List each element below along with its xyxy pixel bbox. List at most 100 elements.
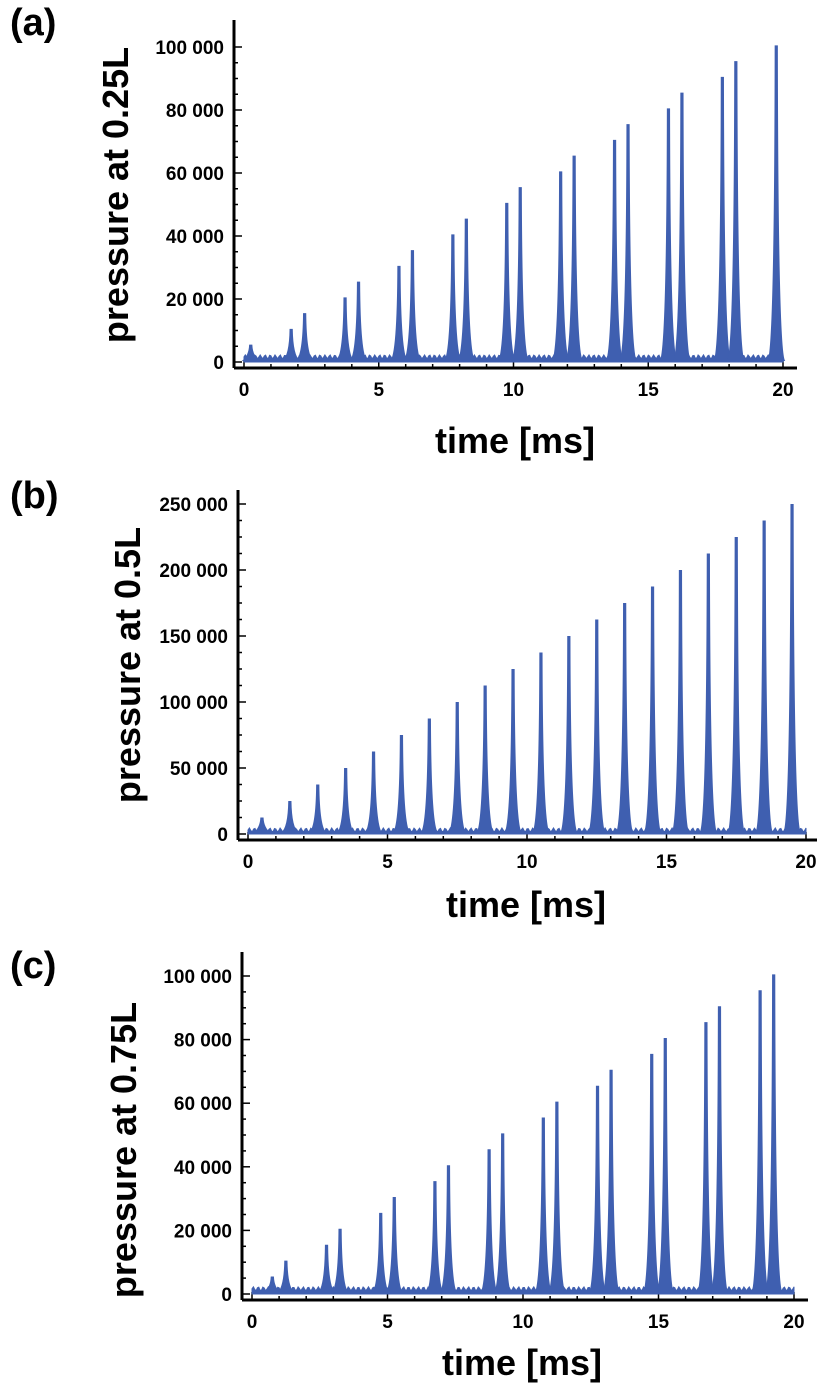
y-tick-label: 100 000: [163, 967, 232, 988]
series-peak: [425, 1181, 444, 1293]
panel-label-a: (a): [10, 2, 56, 44]
series-peak: [551, 171, 570, 361]
series-peak: [588, 1085, 607, 1293]
series-peak: [276, 1260, 295, 1293]
panel-label-b: (b): [10, 475, 59, 517]
series-peak: [443, 234, 462, 361]
series-peak: [783, 504, 802, 833]
series-peak: [364, 751, 383, 833]
series-peak: [755, 520, 774, 833]
series-peak: [713, 76, 732, 362]
x-tick-label: 20: [795, 852, 816, 873]
x-tick-label: 5: [382, 1312, 393, 1333]
series-peak: [565, 155, 584, 361]
series-peak: [602, 1069, 621, 1293]
series-peak: [295, 313, 314, 361]
x-axis-title-b: time [ms]: [446, 884, 606, 925]
series-peak: [497, 202, 516, 361]
y-tick-label: 80 000: [166, 101, 224, 122]
series-peak: [241, 344, 260, 361]
y-tick-label: 200 000: [159, 561, 228, 582]
x-tick-label: 0: [247, 1312, 258, 1333]
series-peak: [659, 108, 678, 361]
series-peak: [308, 784, 327, 833]
series-peak: [371, 1212, 390, 1293]
series-peak: [671, 570, 690, 833]
series-peak: [531, 652, 550, 833]
plot-area-b: 0 5 10 15 20 0 50 000 100 000 150 000 200 000 250 …: [159, 490, 817, 873]
series-peak: [764, 974, 783, 1293]
series-peak: [615, 603, 634, 833]
x-tick-label: 0: [243, 852, 254, 873]
y-tick-label: 60 000: [166, 164, 224, 185]
series-peak: [699, 553, 718, 833]
y-tick-label: 20 000: [174, 1221, 232, 1242]
series-peak: [587, 619, 606, 833]
x-axis-title-c: time [ms]: [442, 1342, 602, 1383]
y-tick-label: 60 000: [174, 1094, 232, 1115]
series-peak: [282, 328, 301, 361]
y-tick-label: 100 000: [155, 38, 224, 59]
y-tick-label: 50 000: [170, 759, 228, 780]
series-peak: [710, 1006, 729, 1293]
series-peak: [643, 586, 662, 833]
series-peak: [457, 218, 476, 361]
series-peak: [252, 817, 271, 833]
y-axis-title-b: pressure at 0.5L: [107, 527, 148, 803]
x-tick-label: 10: [503, 380, 524, 401]
y-tick-label: 20 000: [166, 290, 224, 311]
plot-area-a: 0 5 10 15 20 0 20 000 40 000 60 000 80 000 100 000: [155, 20, 797, 401]
y-tick-label: 150 000: [159, 627, 228, 648]
y-axis-title-a: pressure at 0.25L: [95, 47, 136, 343]
chart-panel-c: (c) pressure at 0.75L time [ms] 0 5 10 15 20…: [10, 945, 808, 1383]
series-peak: [696, 1022, 715, 1293]
series-peak: [493, 1133, 512, 1293]
series-peak: [439, 1165, 458, 1293]
series-peak: [727, 537, 746, 833]
series-peak: [672, 92, 691, 362]
series-peak: [420, 718, 439, 833]
series-baseline: [247, 827, 807, 835]
x-tick-label: 15: [656, 852, 678, 873]
series-peak: [336, 297, 355, 361]
series-peak: [534, 1117, 553, 1293]
series-peak: [448, 702, 467, 833]
series-peak: [619, 124, 638, 361]
y-tick-label: 250 000: [159, 495, 228, 516]
series-peak: [389, 265, 408, 361]
x-tick-label: 5: [382, 852, 393, 873]
chart-panel-a: (a) pressure at 0.25L time [ms] 0 5 10 15 20…: [10, 2, 797, 461]
series-peak: [331, 1228, 350, 1293]
series-peak: [511, 187, 530, 361]
series-peak: [656, 1038, 675, 1293]
y-axis-title-c: pressure at 0.75L: [103, 1002, 144, 1298]
series-peak: [547, 1101, 566, 1293]
series-peak: [263, 1276, 282, 1293]
series-peak: [476, 685, 495, 833]
panel-label-c: (c): [10, 945, 56, 987]
series-peak: [317, 1244, 336, 1293]
series-peak: [280, 801, 299, 833]
series-peak: [403, 250, 422, 361]
x-tick-label: 10: [512, 1312, 533, 1333]
chart-panel-b: (b) pressure at 0.5L time [ms] 0 5 10 15 200…: [10, 475, 817, 925]
x-tick-label: 0: [239, 380, 250, 401]
y-tick-label: 40 000: [174, 1158, 232, 1179]
plot-area-c: 0 5 10 15 20 0 20 000 40 000 60 000 80 000 100 000: [163, 952, 808, 1333]
series-peak: [751, 990, 770, 1293]
y-tick-label: 40 000: [166, 227, 224, 248]
y-tick-label: 0: [217, 825, 228, 846]
y-tick-label: 80 000: [174, 1031, 232, 1052]
y-tick-label: 100 000: [159, 693, 228, 714]
series-peak: [504, 669, 523, 833]
x-tick-label: 20: [783, 1312, 804, 1333]
x-tick-label: 5: [373, 380, 384, 401]
series-peak: [726, 61, 745, 362]
series-peak: [385, 1197, 404, 1293]
series-peak: [642, 1053, 661, 1293]
y-tick-label: 0: [221, 1285, 232, 1306]
x-axis-title-a: time [ms]: [435, 420, 595, 461]
series-peak: [336, 768, 355, 833]
series-peak: [480, 1149, 499, 1293]
